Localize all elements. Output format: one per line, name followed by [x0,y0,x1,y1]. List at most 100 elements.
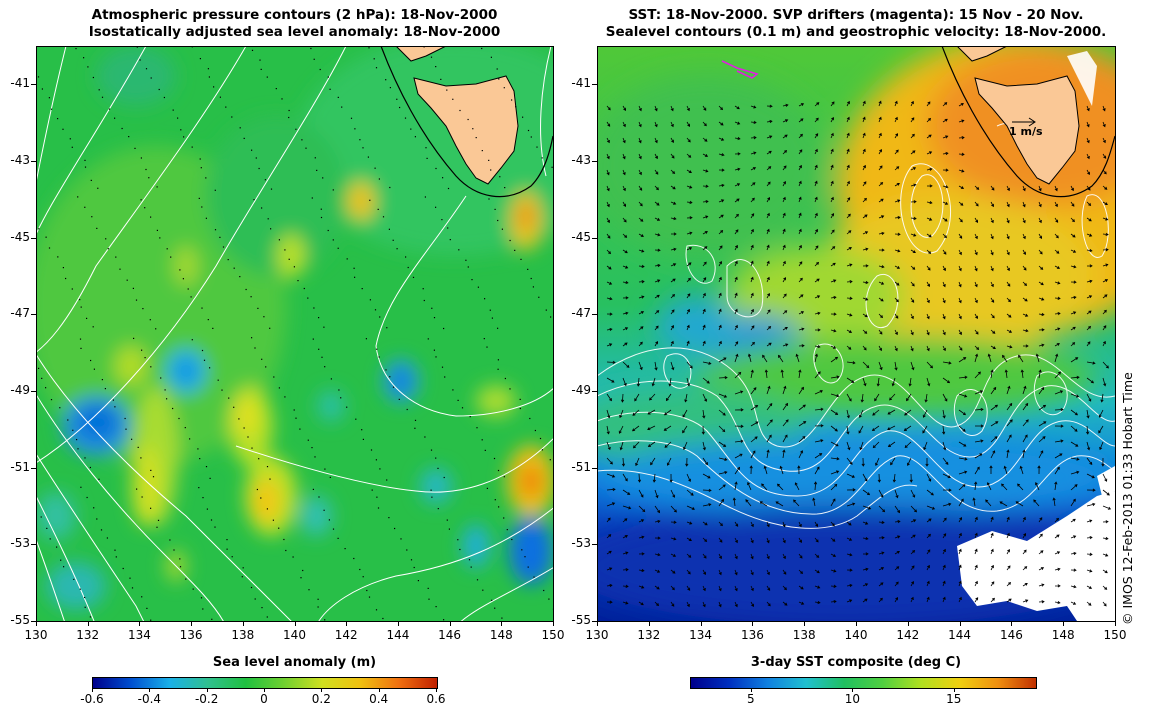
altimeter-dot [84,596,86,599]
velocity-arrow [1006,419,1013,427]
altimeter-dot [494,208,496,210]
velocity-arrow [1006,201,1010,208]
right-lon-tick-mark [959,621,961,626]
altimeter-dot [376,496,378,498]
altimeter-dot [494,499,496,501]
velocity-arrow [1038,281,1044,286]
velocity-arrow [622,361,630,368]
velocity-arrow [622,551,629,555]
altimeter-dot [430,56,433,58]
velocity-arrow [647,425,656,431]
altimeter-dot [410,559,413,561]
altimeter-dot [239,127,241,129]
altimeter-dot [285,549,287,552]
altimeter-dot [273,376,275,378]
altimeter-dot [134,147,136,149]
altimeter-dot [327,229,329,232]
velocity-arrow [670,247,677,251]
velocity-arrow [1006,313,1012,318]
right-lat-tick-label: -45 [571,229,591,244]
velocity-arrow [874,393,880,402]
velocity-arrow [910,133,915,139]
altimeter-dot [288,116,290,119]
altimeter-dot [354,128,356,130]
altimeter-dot [263,316,265,318]
altimeter-dot [295,417,297,419]
velocity-arrow [830,180,834,187]
velocity-arrow [894,329,898,336]
velocity-arrow [1006,217,1010,224]
velocity-arrow [750,537,754,544]
velocity-arrow [647,409,656,415]
altimeter-dot [243,427,245,429]
velocity-arrow [782,385,787,395]
velocity-arrow [942,329,946,336]
velocity-arrow [622,153,626,160]
altimeter-dot [156,186,158,188]
velocity-arrow [1054,551,1061,555]
velocity-arrow [862,505,872,510]
velocity-arrow [734,371,742,379]
altimeter-dot [125,428,127,430]
velocity-arrow [669,473,673,483]
velocity-arrow [654,233,661,237]
altimeter-dot [435,356,437,358]
altimeter-dot [261,207,263,209]
altimeter-dot [182,278,184,280]
altimeter-dot [209,367,211,369]
altimeter-dot [316,169,318,171]
velocity-arrow [638,295,645,299]
right-lat-tick-mark [592,544,597,546]
velocity-arrow [734,453,743,459]
velocity-arrow [910,216,917,221]
altimeter-dot [226,548,228,550]
velocity-arrow [814,371,821,379]
altimeter-dot [119,268,121,270]
velocity-arrow [750,404,759,411]
sla-colorbar-tick-mark [92,688,93,692]
velocity-arrow [1022,265,1027,271]
velocity-arrow [766,244,770,251]
altimeter-dot [101,379,103,381]
velocity-arrow [718,340,722,347]
velocity-arrow [910,200,917,204]
velocity-arrow [1033,499,1040,507]
altimeter-dot [114,117,116,119]
sla-map-canvas [36,46,553,621]
altimeter-dot [206,508,208,510]
velocity-arrow [942,377,951,384]
velocity-arrow [622,601,629,605]
velocity-arrow [974,371,981,379]
velocity-arrow [894,199,901,203]
velocity-arrow [974,249,978,256]
velocity-arrow [926,281,930,287]
velocity-arrow [782,419,789,427]
altimeter-dot [527,268,529,270]
velocity-arrow [638,361,643,371]
velocity-arrow [718,537,723,543]
sst-colorbar-tick-label: 5 [747,692,755,706]
velocity-arrow [718,393,728,398]
left-lon-tick-label: 134 [127,628,151,642]
velocity-arrow [718,425,726,433]
altimeter-dot [269,478,271,480]
altimeter-dot [284,249,286,251]
velocity-arrow [990,185,995,191]
velocity-arrow [622,280,629,285]
velocity-arrow [1054,453,1063,459]
velocity-arrow [1038,600,1045,604]
velocity-arrow [942,548,946,555]
altimeter-dot [133,337,135,339]
velocity-arrow [718,229,724,235]
velocity-arrow [638,311,645,315]
velocity-arrow [1086,279,1093,283]
velocity-arrow [830,409,839,415]
velocity-arrow [814,212,818,219]
velocity-arrow [1038,450,1044,459]
velocity-arrow [1086,601,1092,606]
altimeter-dot [511,538,513,541]
velocity-arrow [942,517,947,523]
velocity-arrow [926,151,933,155]
velocity-arrow [846,393,852,402]
altimeter-dot [549,459,551,461]
